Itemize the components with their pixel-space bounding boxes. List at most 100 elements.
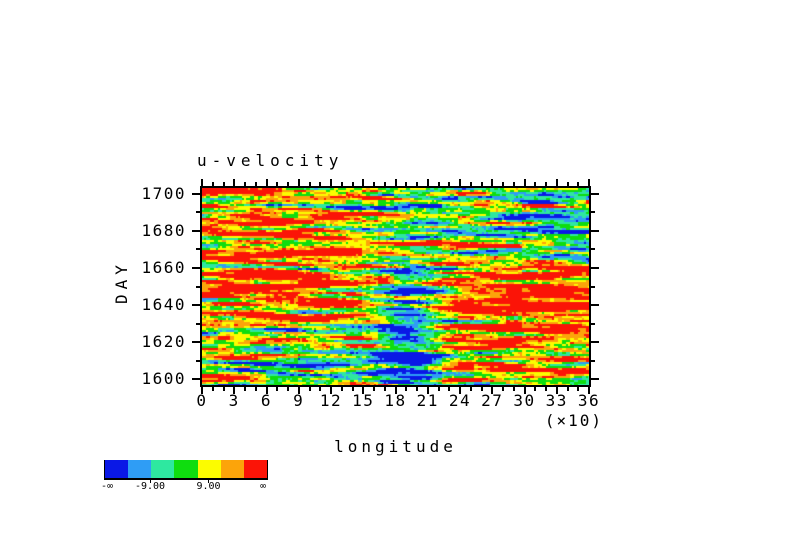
x-tick-label: 15 [352,391,375,410]
colorbar-segment [220,460,244,478]
x-tick-label: 6 [260,391,273,410]
y-minor-tick [196,211,200,213]
x-minor-tick [405,387,407,391]
x-axis-title: longitude [334,437,457,456]
y-major-tick [591,341,599,343]
x-minor-tick [223,182,225,186]
x-tick-label: 18 [384,391,407,410]
colorbar-label-neg-inf: -∞ [100,481,114,492]
x-minor-tick [319,182,321,186]
x-major-tick [201,387,203,394]
y-major-tick [591,230,599,232]
y-major-tick [192,193,200,195]
x-minor-tick [319,387,321,391]
colorbar-label-pos: 9.00 [196,481,221,492]
y-minor-tick [196,360,200,362]
x-minor-tick [244,387,246,391]
x-major-tick [395,179,397,186]
x-minor-tick [373,182,375,186]
x-minor-tick [416,182,418,186]
x-major-tick [201,179,203,186]
x-major-tick [588,387,590,394]
x-tick-label: 24 [448,391,472,410]
x-minor-tick [255,182,257,186]
y-tick-label: 1700 [141,183,186,203]
x-major-tick [556,387,558,394]
x-major-tick [330,387,332,394]
x-minor-tick [481,182,483,186]
x-axis-scale-note: (×10) [544,411,603,430]
colorbar-segment [105,460,129,478]
x-tick-label: 3 [228,391,240,410]
y-major-tick [591,378,599,380]
colorbar-label-neg: -9.00 [134,481,166,492]
x-major-tick [427,387,429,394]
x-major-tick [459,387,461,394]
x-major-tick [491,387,493,394]
colorbar-segment [151,460,175,478]
y-major-tick [192,230,200,232]
x-minor-tick [309,182,311,186]
x-major-tick [588,179,590,186]
x-minor-tick [384,182,386,186]
x-minor-tick [223,387,225,391]
x-minor-tick [276,182,278,186]
y-major-tick [192,378,200,380]
x-minor-tick [405,182,407,186]
x-minor-tick [416,387,418,391]
x-minor-tick [438,387,440,391]
x-major-tick [330,179,332,186]
x-minor-tick [481,387,483,391]
x-major-tick [298,179,300,186]
x-major-tick [491,179,493,186]
x-major-tick [524,387,526,394]
colorbar-tick [150,479,152,483]
x-minor-tick [309,387,311,391]
x-minor-tick [341,182,343,186]
x-major-tick [427,179,429,186]
x-minor-tick [212,387,214,391]
x-minor-tick [448,387,450,391]
x-tick-label: 30 [513,391,536,410]
x-major-tick [266,387,268,394]
x-tick-label: 0 [196,391,208,410]
y-minor-tick [591,248,595,250]
colorbar-segment [243,460,267,478]
y-minor-tick [591,286,595,288]
x-major-tick [362,179,364,186]
x-tick-label: 27 [481,391,504,410]
x-minor-tick [534,182,536,186]
y-tick-label: 1620 [141,332,186,352]
x-minor-tick [438,182,440,186]
x-major-tick [233,387,235,394]
x-minor-tick [287,387,289,391]
x-tick-label: 9 [293,391,305,410]
y-major-tick [192,267,200,269]
x-minor-tick [577,182,579,186]
x-major-tick [298,387,300,394]
x-minor-tick [577,387,579,391]
y-major-tick [192,341,200,343]
colorbar-tick [208,479,210,483]
x-minor-tick [513,387,515,391]
x-minor-tick [567,182,569,186]
x-minor-tick [352,387,354,391]
x-minor-tick [545,387,547,391]
y-tick-label: 1600 [141,369,186,389]
colorbar-segment [128,460,152,478]
y-minor-tick [196,286,200,288]
chart-title: u-velocity [197,151,344,170]
y-major-tick [591,193,599,195]
x-minor-tick [513,182,515,186]
x-tick-label: 21 [416,391,439,410]
colorbar [104,460,268,480]
colorbar-segment [197,460,221,478]
x-major-tick [395,387,397,394]
x-minor-tick [470,182,472,186]
x-minor-tick [212,182,214,186]
x-minor-tick [502,182,504,186]
colorbar-label-pos-inf: ∞ [259,481,267,492]
x-minor-tick [534,387,536,391]
y-minor-tick [196,323,200,325]
